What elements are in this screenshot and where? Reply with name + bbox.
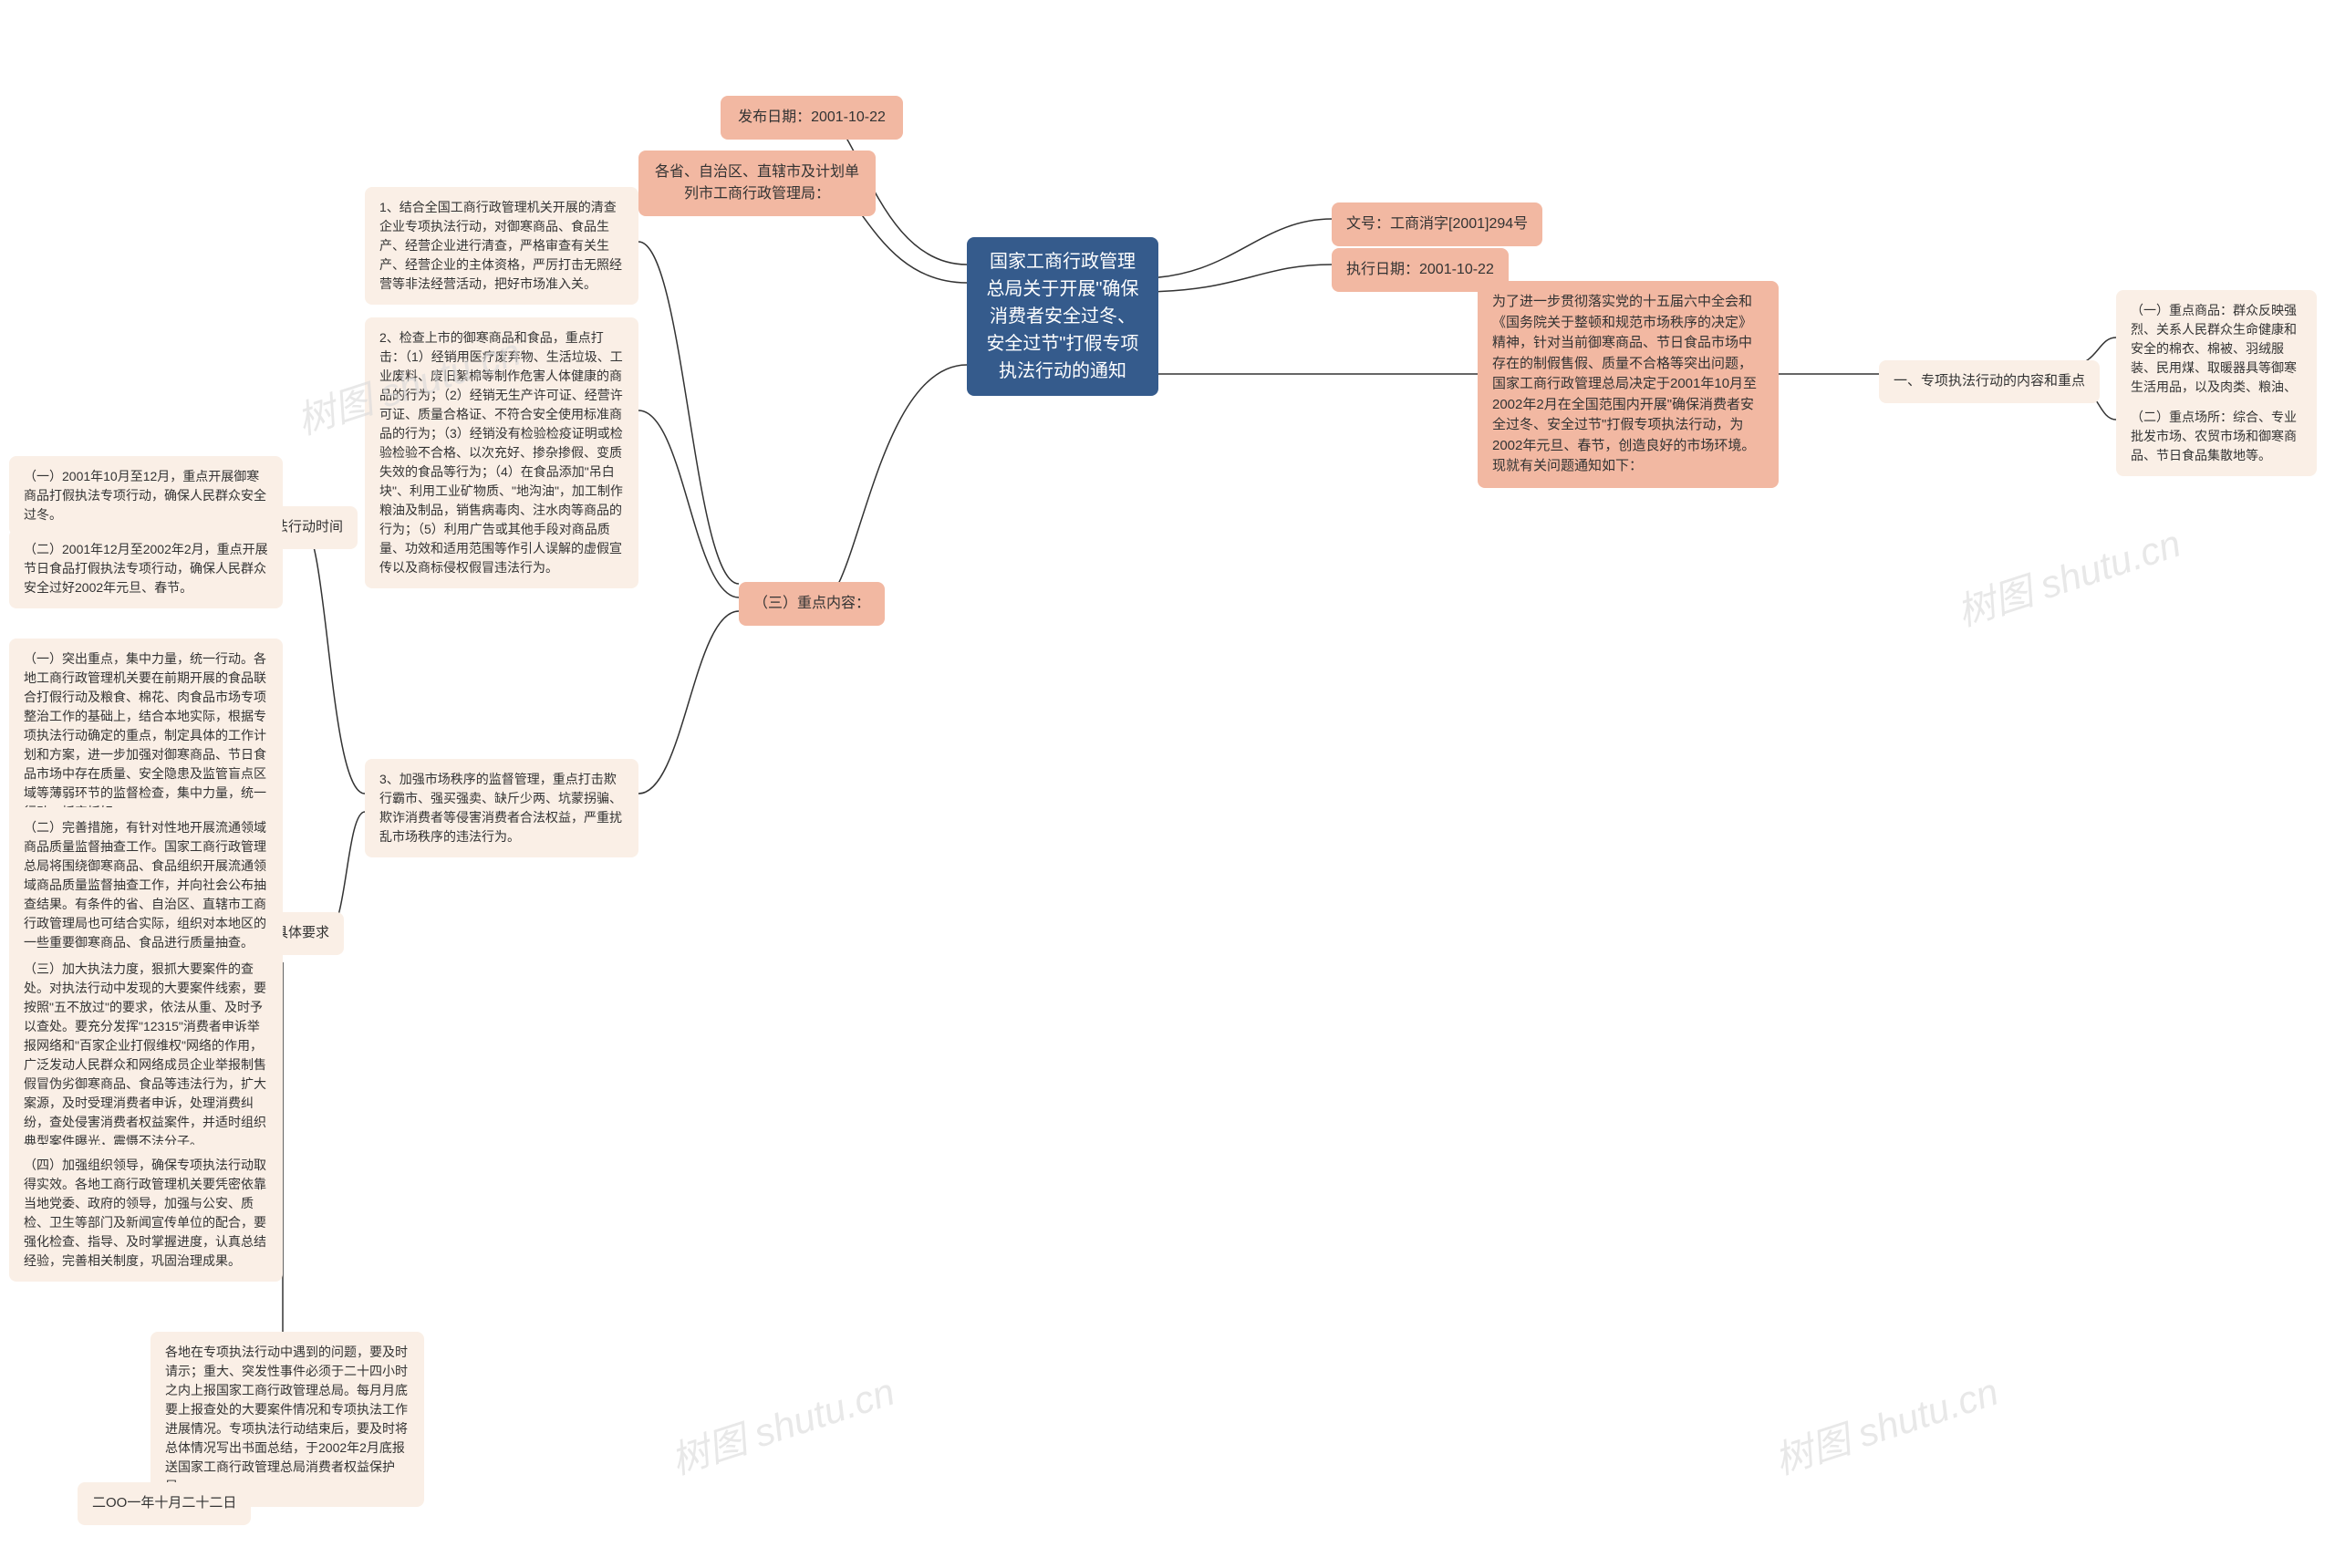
node-intro[interactable]: 为了进一步贯彻落实党的十五届六中全会和《国务院关于整顿和规范市场秩序的决定》精神… xyxy=(1478,281,1779,488)
text: （一）2001年10月至12月，重点开展御寒商品打假执法专项行动，确保人民群众安… xyxy=(24,469,266,522)
text: （三）加大执法力度，狠抓大要案件的查处。对执法行动中发现的大要案件线索，要按照"… xyxy=(24,961,266,1148)
node-end[interactable]: 各地在专项执法行动中遇到的问题，要及时请示；重大、突发性事件必须于二十四小时之内… xyxy=(150,1332,424,1507)
text: 1、结合全国工商行政管理机关开展的清查企业专项执法行动，对御寒商品、食品生产、经… xyxy=(379,200,622,291)
node-sec4-1[interactable]: （一）突出重点，集中力量，统一行动。各地工商行政管理机关要在前期开展的食品联合打… xyxy=(9,639,283,833)
text: （二）2001年12月至2002年2月，重点开展节日食品打假执法专项行动，确保人… xyxy=(24,542,268,595)
mindmap-canvas: 国家工商行政管理总局关于开展"确保消费者安全过冬、安全过节"打假专项执法行动的通… xyxy=(0,0,2335,1568)
text: （二）完善措施，有针对性地开展流通领域商品质量监督抽查工作。国家工商行政管理总局… xyxy=(24,820,266,950)
node-docno[interactable]: 文号：工商消字[2001]294号 xyxy=(1332,202,1542,246)
node-sec3-3[interactable]: 3、加强市场秩序的监督管理，重点打击欺行霸市、强买强卖、缺斤少两、坑蒙拐骗、欺诈… xyxy=(365,759,638,857)
node-addressee[interactable]: 各省、自治区、直辖市及计划单列市工商行政管理局： xyxy=(638,151,876,216)
root-text: 国家工商行政管理总局关于开展"确保消费者安全过冬、安全过节"打假专项执法行动的通… xyxy=(986,252,1138,381)
text: 各省、自治区、直辖市及计划单列市工商行政管理局： xyxy=(655,164,859,202)
text: 一、专项执法行动的内容和重点 xyxy=(1894,373,2085,389)
node-sec4-4[interactable]: （四）加强组织领导，确保专项执法行动取得实效。各地工商行政管理机关要凭密依靠当地… xyxy=(9,1145,283,1282)
text: （三）重点内容： xyxy=(753,596,870,611)
text: 为了进一步贯彻落实党的十五届六中全会和《国务院关于整顿和规范市场秩序的决定》精神… xyxy=(1492,294,1757,473)
text: 发布日期：2001-10-22 xyxy=(738,109,886,125)
node-sec1[interactable]: 一、专项执法行动的内容和重点 xyxy=(1879,360,2100,403)
node-sec2-2[interactable]: （二）2001年12月至2002年2月，重点开展节日食品打假执法专项行动，确保人… xyxy=(9,529,283,608)
text: 3、加强市场秩序的监督管理，重点打击欺行霸市、强买强卖、缺斤少两、坑蒙拐骗、欺诈… xyxy=(379,772,622,844)
node-pubdate[interactable]: 发布日期：2001-10-22 xyxy=(721,96,903,140)
node-sec3-2[interactable]: 2、检查上市的御寒商品和食品，重点打击：（1）经销用医疗废弃物、生活垃圾、工业废… xyxy=(365,317,638,588)
text: （一）突出重点，集中力量，统一行动。各地工商行政管理机关要在前期开展的食品联合打… xyxy=(24,651,266,819)
node-sec3-1[interactable]: 1、结合全国工商行政管理机关开展的清查企业专项执法行动，对御寒商品、食品生产、经… xyxy=(365,187,638,305)
text: 二OO一年十月二十二日 xyxy=(92,1495,236,1511)
text: （二）重点场所：综合、专业批发市场、农贸市场和御寒商品、节日食品集散地等。 xyxy=(2131,410,2297,462)
text: 各地在专项执法行动中遇到的问题，要及时请示；重大、突发性事件必须于二十四小时之内… xyxy=(165,1345,408,1493)
node-sec4-3[interactable]: （三）加大执法力度，狠抓大要案件的查处。对执法行动中发现的大要案件线索，要按照"… xyxy=(9,949,283,1162)
node-sec4-2[interactable]: （二）完善措施，有针对性地开展流通领域商品质量监督抽查工作。国家工商行政管理总局… xyxy=(9,807,283,963)
node-sec3[interactable]: （三）重点内容： xyxy=(739,582,885,626)
node-date[interactable]: 二OO一年十月二十二日 xyxy=(78,1482,251,1525)
text: 执行日期：2001-10-22 xyxy=(1346,262,1494,277)
node-sec2-1[interactable]: （一）2001年10月至12月，重点开展御寒商品打假执法专项行动，确保人民群众安… xyxy=(9,456,283,535)
root-node[interactable]: 国家工商行政管理总局关于开展"确保消费者安全过冬、安全过节"打假专项执法行动的通… xyxy=(967,237,1158,396)
text: （四）加强组织领导，确保专项执法行动取得实效。各地工商行政管理机关要凭密依靠当地… xyxy=(24,1158,266,1268)
node-sec1-2[interactable]: （二）重点场所：综合、专业批发市场、农贸市场和御寒商品、节日食品集散地等。 xyxy=(2116,397,2317,476)
text: 2、检查上市的御寒商品和食品，重点打击：（1）经销用医疗废弃物、生活垃圾、工业废… xyxy=(379,330,623,575)
text: 文号：工商消字[2001]294号 xyxy=(1346,216,1528,232)
